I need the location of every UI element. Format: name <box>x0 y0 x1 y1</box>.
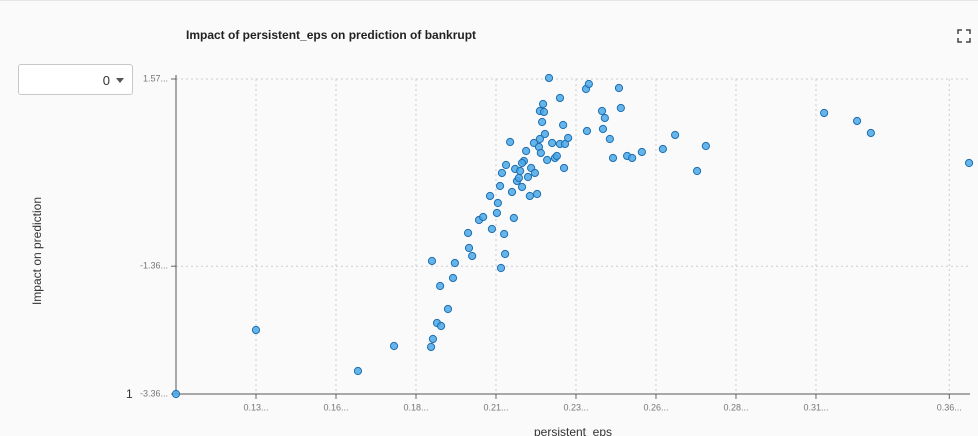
point <box>671 130 680 140</box>
point <box>427 256 437 266</box>
point <box>614 83 624 93</box>
point <box>464 243 474 253</box>
point <box>692 166 702 176</box>
point <box>428 334 438 344</box>
row-label: 1 <box>126 387 133 401</box>
point <box>539 107 549 117</box>
x-tick-label: 0.36... <box>937 402 962 412</box>
point <box>548 138 557 148</box>
x-axis-label: persistent_eps <box>534 425 612 436</box>
point <box>523 172 533 182</box>
point <box>535 134 545 144</box>
point <box>564 133 573 143</box>
point <box>450 258 459 268</box>
point <box>598 124 608 134</box>
point <box>559 163 569 173</box>
point <box>820 108 829 118</box>
point <box>555 93 565 103</box>
point <box>251 325 261 335</box>
x-tick-label: 0.21... <box>483 402 508 412</box>
point <box>506 137 515 147</box>
point <box>389 341 399 351</box>
x-tick-label: 0.26... <box>643 402 668 412</box>
point <box>509 213 518 223</box>
point <box>436 321 446 331</box>
point <box>532 189 542 199</box>
point <box>493 198 502 208</box>
point <box>479 212 488 222</box>
point <box>600 113 609 123</box>
point <box>540 129 550 139</box>
point <box>516 166 525 176</box>
point <box>492 208 502 218</box>
point <box>468 251 477 261</box>
point <box>544 73 554 83</box>
point <box>559 120 568 130</box>
x-tick-label: 0.31... <box>803 402 828 412</box>
point <box>487 224 497 234</box>
chart-title: Impact of persistent_eps on prediction o… <box>186 28 476 42</box>
x-tick-label: 0.13... <box>243 402 268 412</box>
point <box>496 263 506 273</box>
point <box>637 147 646 157</box>
point <box>538 99 548 109</box>
point <box>605 134 614 144</box>
point <box>530 168 539 178</box>
point <box>701 141 710 151</box>
point <box>443 304 453 314</box>
point <box>171 389 181 399</box>
dropdown-value: 0 <box>102 73 110 88</box>
point <box>852 116 862 126</box>
dropdown-arrow <box>116 78 124 83</box>
point <box>495 181 505 191</box>
y-tick-label: 1.57... <box>143 73 168 83</box>
point <box>500 249 510 259</box>
point <box>597 106 607 116</box>
point <box>463 228 473 238</box>
point <box>608 153 618 163</box>
x-tick-label: 0.28... <box>723 402 748 412</box>
point <box>658 144 667 154</box>
point <box>500 229 509 239</box>
y-axis-label: Impact on prediction <box>30 197 44 305</box>
dropdown[interactable]: 0 <box>18 64 133 95</box>
point <box>501 160 511 170</box>
point <box>525 191 534 201</box>
point <box>582 126 592 136</box>
point <box>426 342 436 352</box>
point <box>497 168 507 178</box>
point <box>517 182 527 192</box>
point <box>866 128 875 138</box>
point <box>537 117 547 127</box>
point <box>448 273 458 283</box>
point <box>522 146 531 156</box>
point <box>616 103 625 113</box>
y-tick-label: -1.36... <box>140 261 168 271</box>
point <box>552 151 561 161</box>
y-tick-label: -3.36... <box>140 388 168 398</box>
x-tick-label: 0.18... <box>403 402 428 412</box>
point <box>628 153 637 163</box>
expand-icon[interactable] <box>957 29 971 43</box>
point <box>436 281 445 291</box>
point <box>485 191 495 201</box>
point <box>507 187 517 197</box>
point <box>584 79 593 89</box>
point <box>514 173 523 183</box>
point <box>964 158 974 168</box>
point <box>536 148 545 158</box>
point <box>543 155 552 165</box>
point <box>353 366 363 376</box>
x-tick-label: 0.23... <box>563 402 588 412</box>
x-tick-label: 0.16... <box>323 402 348 412</box>
point <box>517 158 527 168</box>
